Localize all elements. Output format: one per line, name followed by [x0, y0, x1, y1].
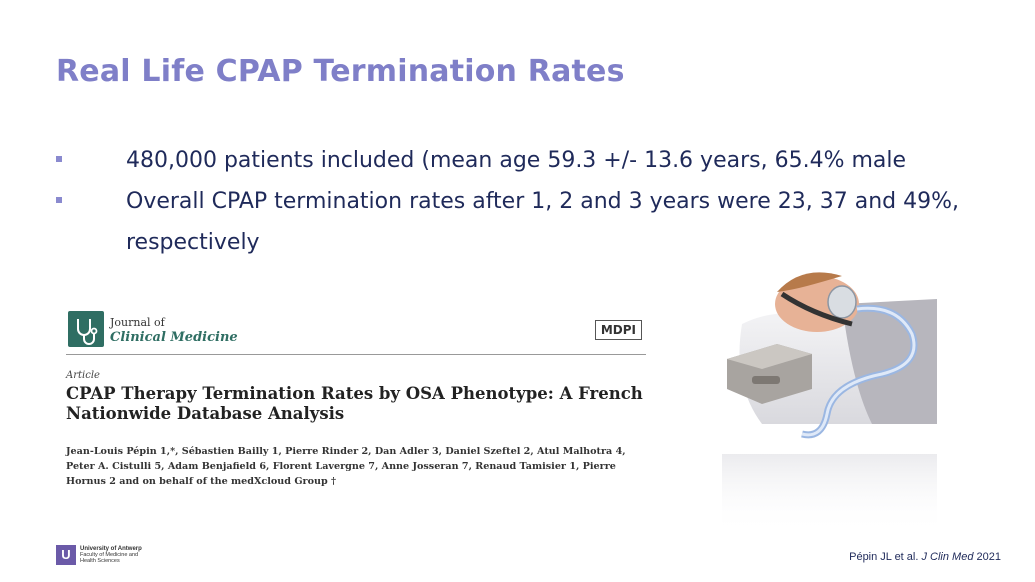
bullet-marker: [56, 197, 62, 203]
paper-title: CPAP Therapy Termination Rates by OSA Ph…: [66, 384, 643, 423]
bullet-text: respectively: [126, 230, 260, 255]
bullet-text: 480,000 patients included (mean age 59.3…: [126, 148, 907, 173]
university-line-1: University of Antwerp: [80, 546, 142, 552]
citation-authors: Pépin JL et al.: [849, 551, 919, 563]
citation-journal: J Clin Med: [921, 551, 974, 563]
slide-title: Real Life CPAP Termination Rates: [56, 54, 625, 89]
university-name: University of Antwerp Faculty of Medicin…: [80, 546, 142, 564]
mdpi-logo: MDPI: [594, 320, 642, 340]
paper-authors: Jean-Louis Pépin 1,*, Sébastien Bailly 1…: [66, 446, 626, 487]
university-emblem-icon: U: [56, 545, 76, 565]
bullet-text: Overall CPAP termination rates after 1, …: [126, 189, 959, 214]
bullet-item: 480,000 patients included (mean age 59.3…: [56, 140, 1006, 181]
cpap-patient-illustration: [722, 264, 937, 534]
article-type: Article: [66, 370, 100, 381]
citation-year: 2021: [976, 551, 1001, 563]
header-divider: [66, 354, 646, 355]
bullet-continuation: respectively: [56, 222, 1006, 263]
university-line-2: Faculty of Medicine and: [80, 552, 139, 558]
journal-name: Clinical Medicine: [110, 330, 238, 345]
journal-of-label: Journal of: [110, 316, 165, 329]
bullet-list: 480,000 patients included (mean age 59.3…: [56, 140, 1006, 263]
bullet-marker: [56, 156, 62, 162]
stethoscope-icon: [68, 311, 104, 347]
paper-header-image: Journal of Clinical Medicine MDPI Articl…: [66, 308, 646, 508]
citation: Pépin JL et al. J Clin Med 2021: [849, 551, 1001, 563]
university-line-3: Health Sciences: [80, 558, 120, 564]
bullet-item: Overall CPAP termination rates after 1, …: [56, 181, 1006, 222]
